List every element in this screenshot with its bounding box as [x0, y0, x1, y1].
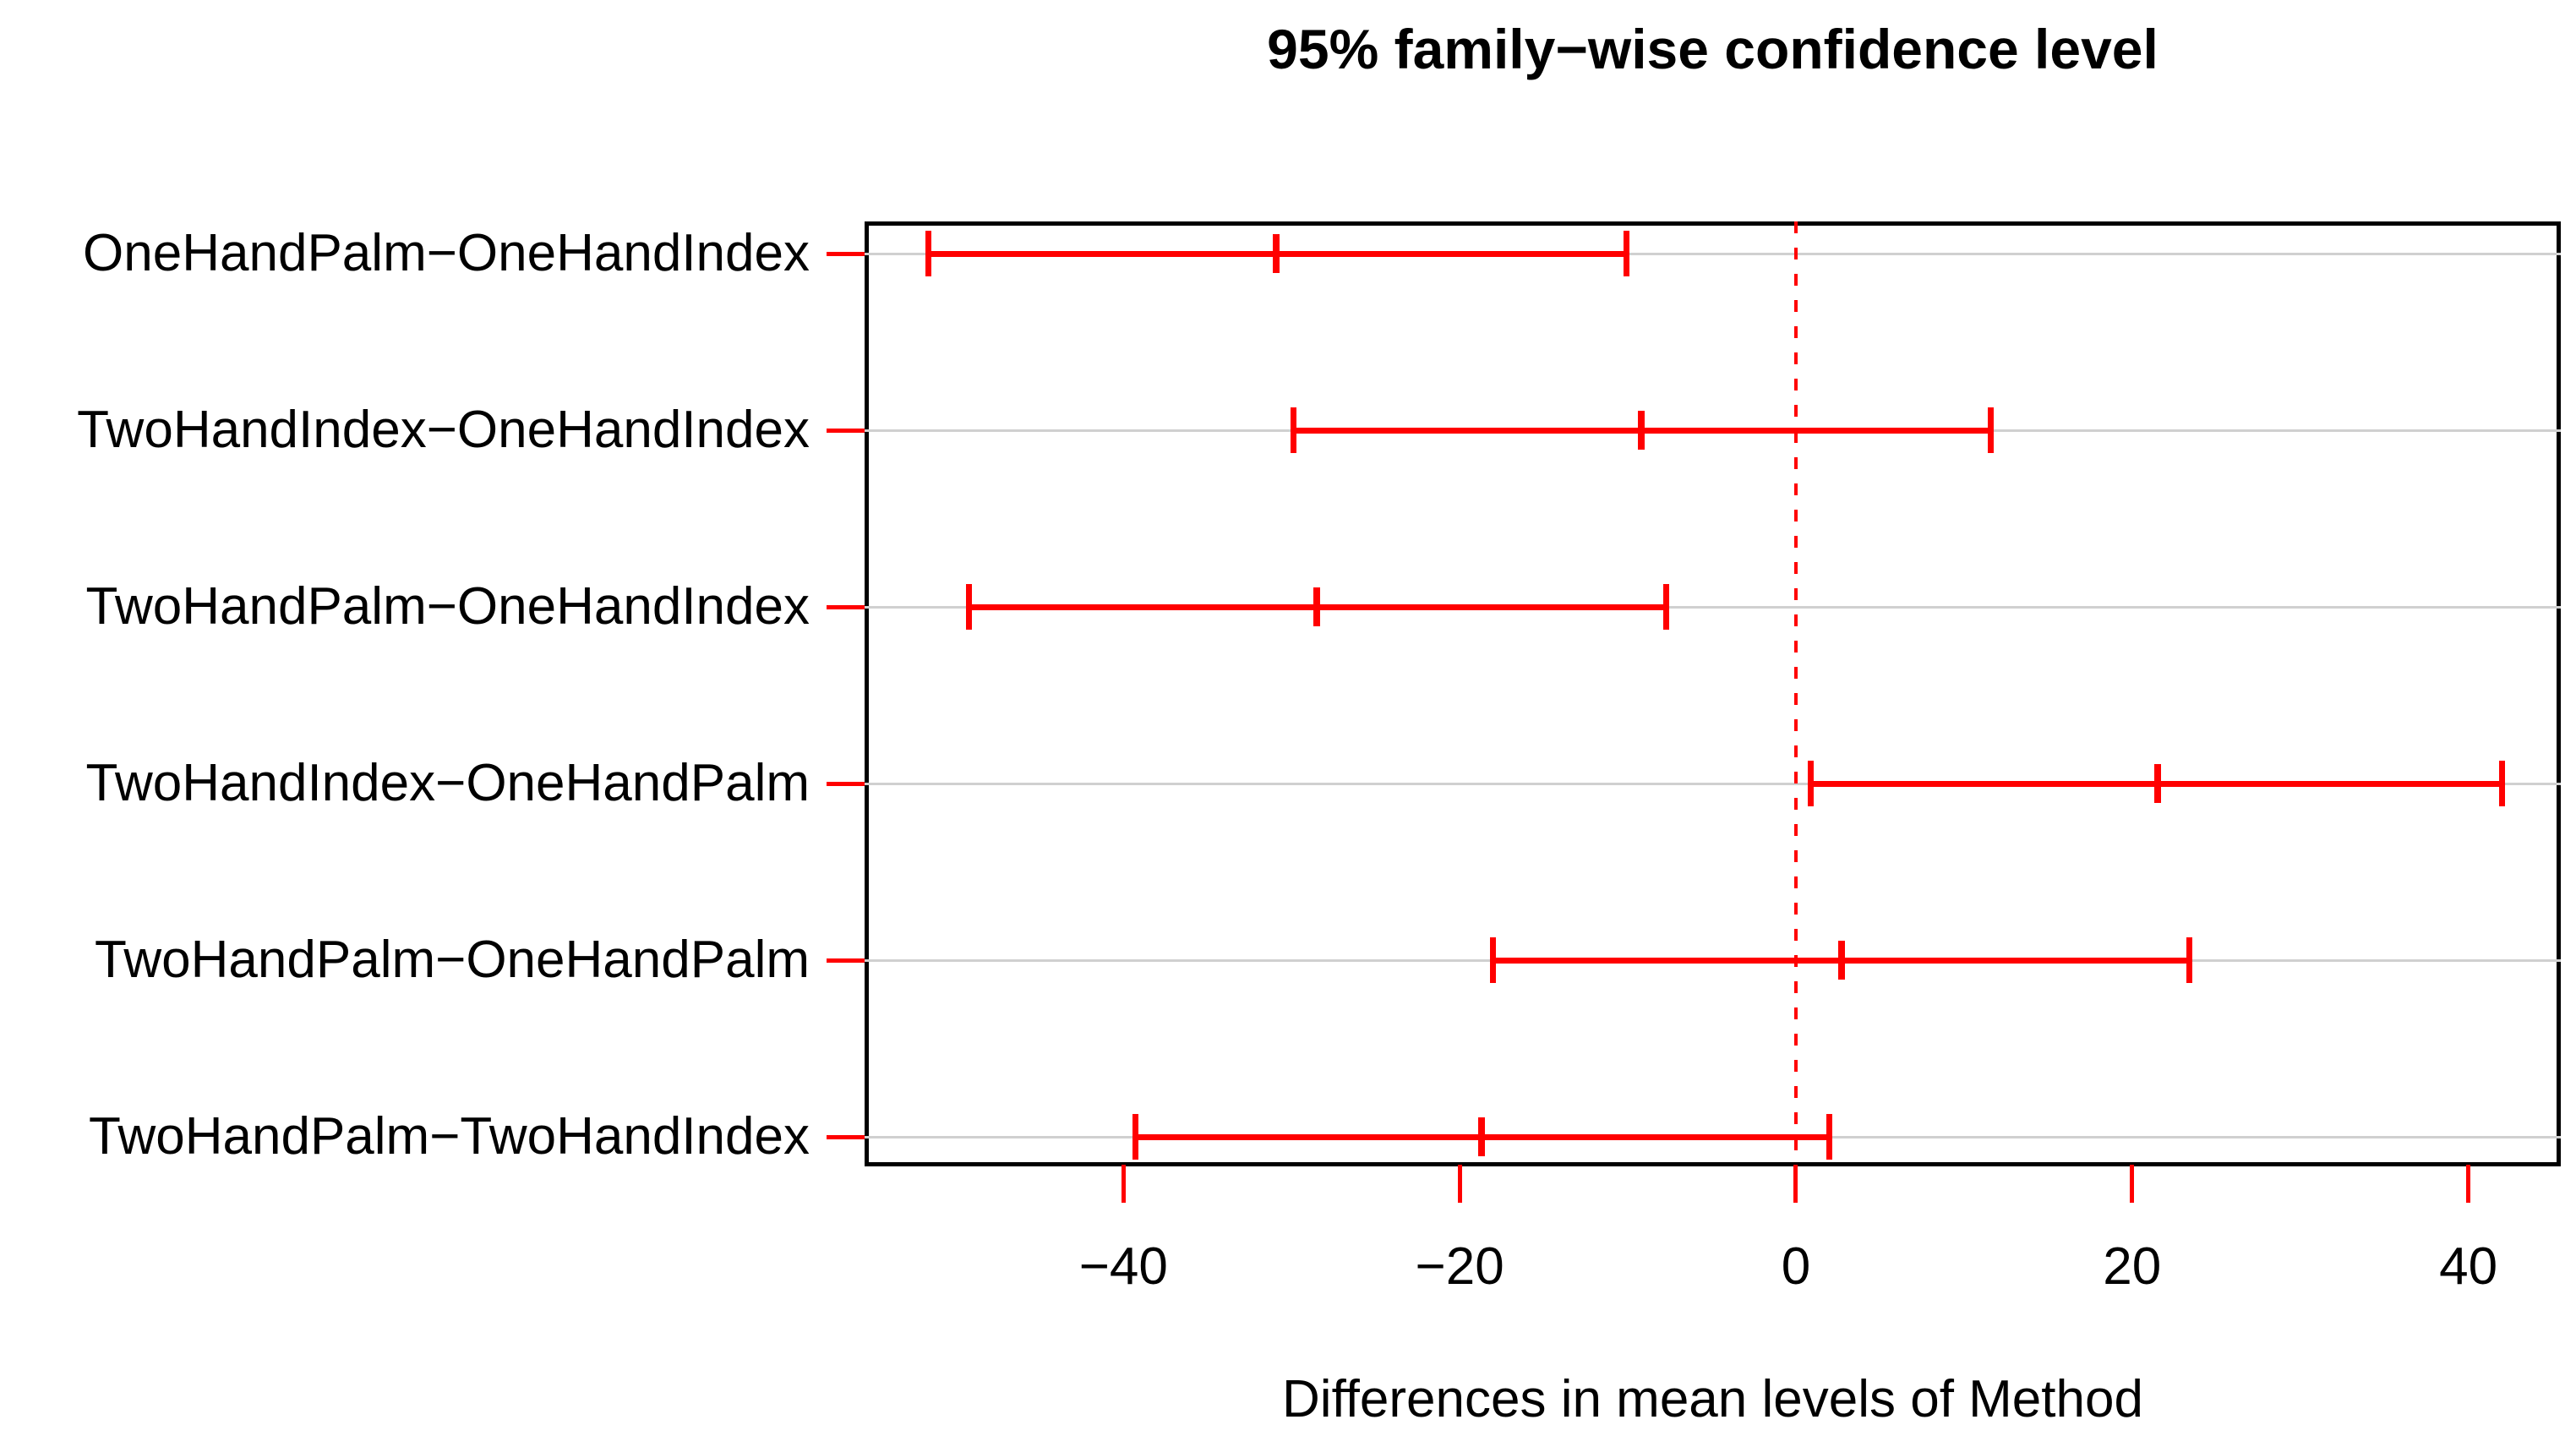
x-axis-tick-label: 40 [2439, 1237, 2498, 1296]
y-axis-tick [827, 251, 865, 256]
ci-upper-cap [1663, 584, 1670, 630]
ci-lower-cap [1808, 761, 1815, 806]
ci-upper-cap [1988, 407, 1995, 453]
gridline [865, 782, 2561, 785]
x-axis-tick-label: −40 [1078, 1237, 1168, 1296]
x-axis-title: Differences in mean levels of Method [1282, 1370, 2143, 1428]
y-axis-tick [827, 958, 865, 963]
ci-lower-cap [925, 231, 932, 276]
plot-area [865, 221, 2561, 1166]
plot-box [865, 221, 2561, 1166]
y-axis-label: TwoHandIndex−OneHandIndex [77, 401, 810, 459]
gridline [865, 605, 2561, 609]
ci-lower-cap [1132, 1114, 1138, 1160]
y-axis-label: TwoHandIndex−OneHandPalm [85, 754, 810, 812]
y-axis-label: TwoHandPalm−TwoHandIndex [89, 1107, 810, 1166]
x-axis-tick [1457, 1165, 1462, 1203]
y-axis-tick [827, 1134, 865, 1139]
chart-title: 95% family−wise confidence level [1267, 18, 2158, 80]
y-axis-label: TwoHandPalm−OneHandIndex [85, 577, 810, 636]
ci-lower-cap [1490, 937, 1497, 983]
ci-upper-cap [2498, 761, 2505, 806]
zero-reference-line [1793, 221, 1798, 1166]
x-axis-tick-label: 20 [2103, 1237, 2162, 1296]
ci-center-tick [1477, 1117, 1485, 1156]
x-axis-tick [2466, 1165, 2471, 1203]
ci-upper-cap [1826, 1114, 1833, 1160]
ci-center-tick [1837, 941, 1845, 980]
y-axis-tick [827, 781, 865, 786]
x-axis-tick [1793, 1165, 1798, 1203]
y-axis-tick [827, 604, 865, 609]
ci-center-tick [2153, 764, 2161, 803]
y-axis-tick [827, 428, 865, 433]
ci-center-tick [1273, 234, 1280, 273]
ci-upper-cap [2186, 937, 2192, 983]
x-axis-tick [2130, 1165, 2135, 1203]
x-axis-tick [1121, 1165, 1126, 1203]
y-axis-label: OneHandPalm−OneHandIndex [83, 224, 810, 282]
ci-lower-cap [965, 584, 972, 630]
y-axis-label: TwoHandPalm−OneHandPalm [94, 931, 810, 989]
gridline [865, 252, 2561, 255]
x-axis-tick-label: −20 [1415, 1237, 1504, 1296]
ci-center-tick [1637, 411, 1645, 450]
x-axis-tick-label: 0 [1781, 1237, 1811, 1296]
ci-lower-cap [1290, 407, 1296, 453]
ci-upper-cap [1623, 231, 1629, 276]
ci-center-tick [1313, 587, 1321, 626]
